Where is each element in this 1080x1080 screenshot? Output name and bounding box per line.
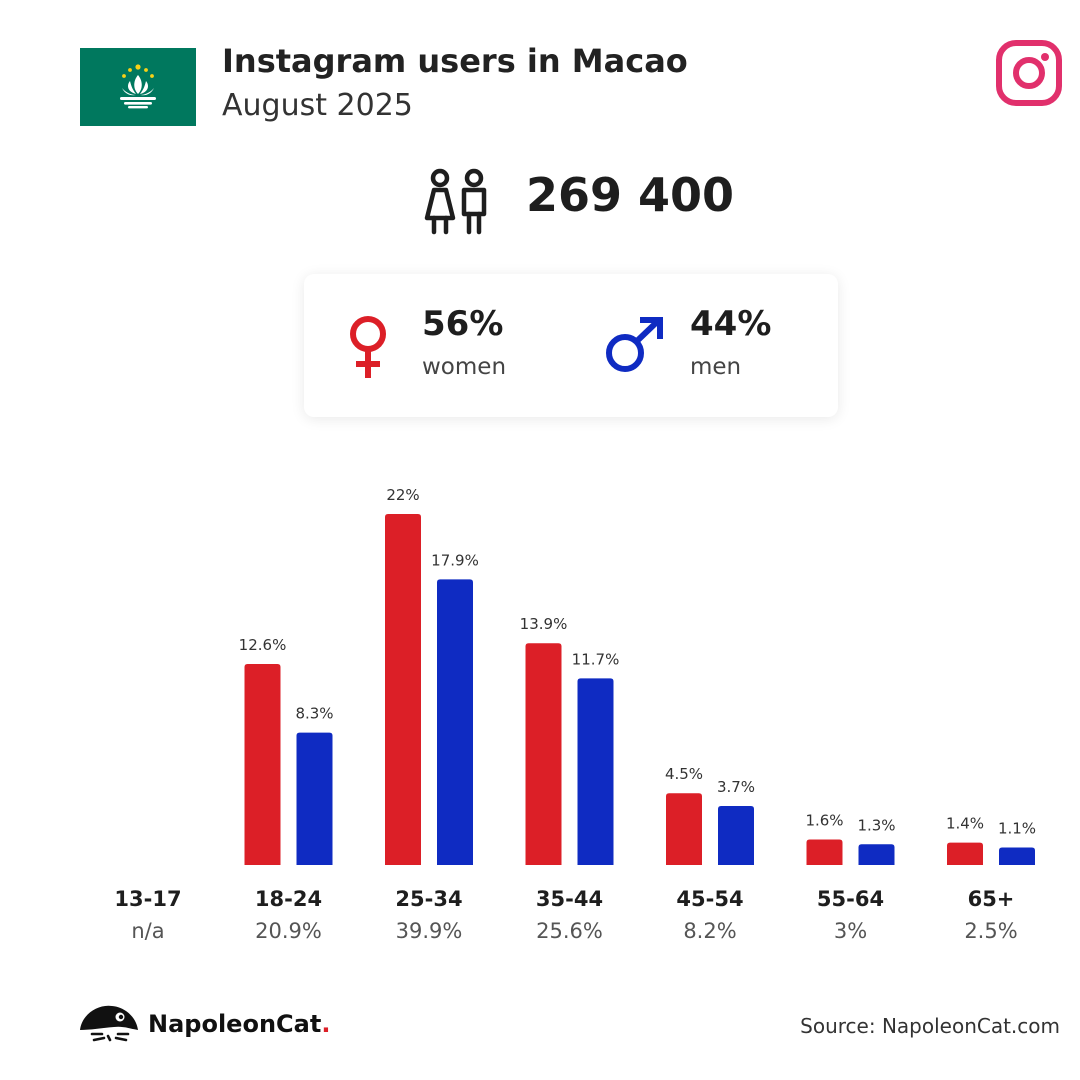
people-icon bbox=[424, 168, 487, 235]
data-label-men-55-64: 1.3% bbox=[857, 816, 895, 834]
source-credit: Source: NapoleonCat.com bbox=[800, 1014, 1060, 1038]
women-label: women bbox=[422, 354, 507, 380]
bar-men-35-44 bbox=[577, 678, 614, 865]
bar-women-55-64 bbox=[806, 839, 843, 865]
x-tick-label-18-24: 18-24 bbox=[255, 887, 322, 911]
bar-men-25-34 bbox=[437, 579, 473, 865]
bar-men-65+ bbox=[999, 847, 1035, 865]
data-label-men-25-34: 17.9% bbox=[431, 551, 479, 569]
page-subtitle: August 2025 bbox=[222, 88, 413, 123]
napoleoncat-logo-icon bbox=[80, 1005, 138, 1042]
x-tick-label-65+: 65+ bbox=[968, 887, 1015, 911]
men-percentage: 44% bbox=[690, 304, 772, 344]
data-label-men-65+: 1.1% bbox=[998, 819, 1036, 837]
category-total-65+: 2.5% bbox=[964, 919, 1017, 943]
age-gender-bar-chart: 13-17 n/a 12.6% 8.3% 18-24 20.9% 22% 17.9% 25-34… bbox=[114, 486, 1036, 943]
female-symbol-icon bbox=[350, 316, 386, 378]
total-users: 269 400 bbox=[526, 168, 735, 222]
data-label-women-45-54: 4.5% bbox=[665, 765, 703, 783]
page-title: Instagram users in Macao bbox=[222, 42, 688, 80]
data-label-women-55-64: 1.6% bbox=[805, 811, 843, 829]
male-symbol-icon bbox=[606, 317, 663, 372]
brand-dot: . bbox=[321, 1010, 331, 1038]
bar-women-18-24 bbox=[244, 663, 281, 865]
men-label: men bbox=[690, 354, 742, 380]
women-percentage: 56% bbox=[422, 304, 504, 344]
bar-men-45-54 bbox=[718, 805, 754, 865]
category-total-35-44: 25.6% bbox=[536, 919, 603, 943]
bar-women-25-34 bbox=[385, 514, 421, 865]
data-label-women-25-34: 22% bbox=[386, 486, 419, 504]
x-tick-label-55-64: 55-64 bbox=[817, 887, 884, 911]
bar-men-55-64 bbox=[858, 844, 895, 865]
macao-flag-icon bbox=[80, 48, 196, 126]
bar-women-45-54 bbox=[666, 793, 702, 865]
category-total-55-64: 3% bbox=[834, 919, 867, 943]
data-label-men-18-24: 8.3% bbox=[295, 705, 333, 723]
category-total-18-24: 20.9% bbox=[255, 919, 322, 943]
x-tick-label-45-54: 45-54 bbox=[676, 887, 743, 911]
category-total-13-17: n/a bbox=[131, 919, 164, 943]
x-tick-label-25-34: 25-34 bbox=[395, 887, 462, 911]
data-label-women-18-24: 12.6% bbox=[239, 636, 287, 654]
x-tick-label-13-17: 13-17 bbox=[114, 887, 181, 911]
data-label-men-35-44: 11.7% bbox=[572, 650, 620, 668]
gender-summary-card: 56% women 44% men bbox=[304, 274, 838, 417]
category-total-45-54: 8.2% bbox=[683, 919, 736, 943]
data-label-women-65+: 1.4% bbox=[946, 815, 984, 833]
x-tick-label-35-44: 35-44 bbox=[536, 887, 603, 911]
category-total-25-34: 39.9% bbox=[396, 919, 463, 943]
instagram-icon bbox=[996, 40, 1062, 106]
data-label-women-35-44: 13.9% bbox=[520, 615, 568, 633]
brand-name: NapoleonCat. bbox=[148, 1010, 330, 1038]
brand-text: NapoleonCat bbox=[148, 1010, 322, 1038]
bar-women-65+ bbox=[947, 842, 983, 865]
bar-women-35-44 bbox=[525, 643, 562, 865]
data-label-men-45-54: 3.7% bbox=[717, 778, 755, 796]
bar-men-18-24 bbox=[296, 732, 333, 865]
